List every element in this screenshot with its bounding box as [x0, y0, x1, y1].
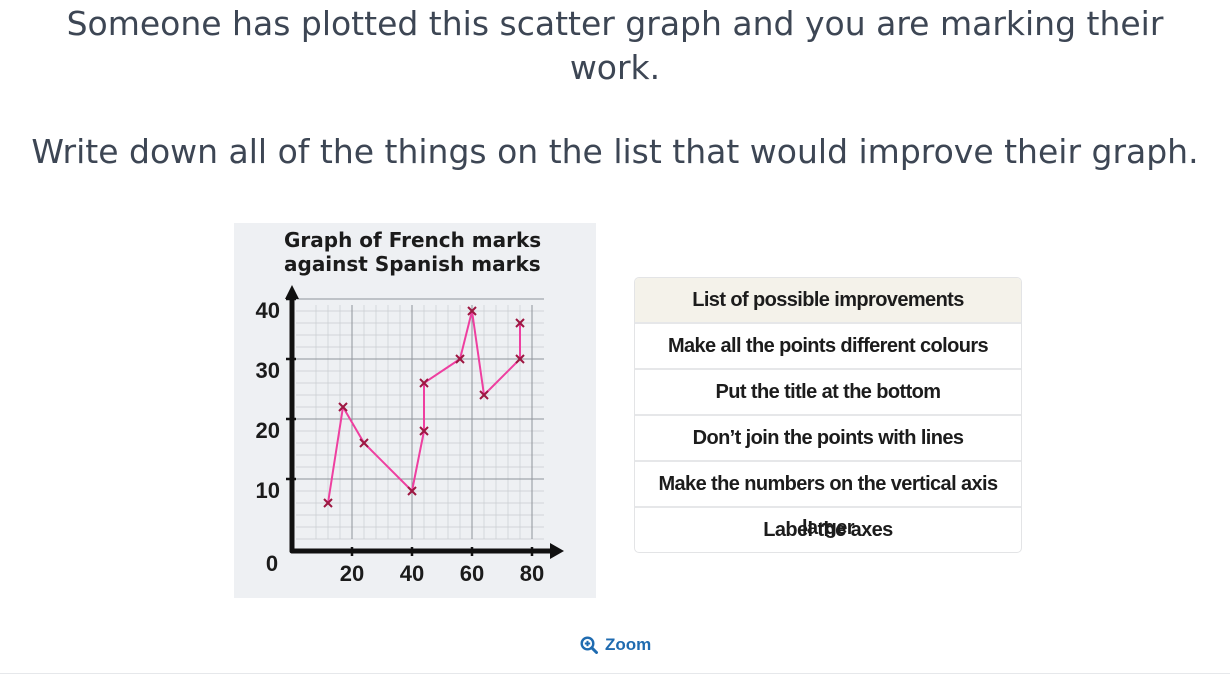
data-point-marker [515, 318, 525, 328]
bottom-divider [0, 673, 1230, 674]
data-point-marker [479, 390, 489, 400]
grid-minor [296, 305, 544, 540]
series-line-segment [327, 406, 344, 504]
series-line-segment [423, 358, 461, 384]
y-tick-label: 40 [255, 298, 280, 323]
series-line-segment [471, 310, 485, 396]
x-tick-label: 80 [519, 561, 545, 586]
zoom-label: Zoom [605, 635, 652, 654]
y-tick-label: 10 [255, 478, 280, 503]
data-point-marker [338, 402, 348, 412]
zoom-button[interactable]: Zoom [580, 633, 651, 657]
data-point-marker [467, 306, 477, 316]
graph-title-line-2: against Spanish marks [284, 252, 541, 276]
question-task: Write down all of the things on the list… [31, 132, 1199, 171]
data-point-marker [419, 378, 429, 388]
y-tick-label: 30 [255, 358, 280, 383]
series-line-segment [363, 442, 413, 492]
origin-label: 0 [265, 551, 279, 576]
improvement-item: Put the title at the bottom [635, 368, 1021, 414]
improvements-list-table: List of possible improvements Make all t… [634, 277, 1022, 553]
series-line-segment [459, 310, 473, 360]
improvement-item: Make the numbers on the vertical axis la… [635, 460, 1021, 539]
x-tick-label: 60 [459, 561, 485, 586]
zoom-in-icon [580, 636, 598, 654]
question-instruction: Someone has plotted this scatter graph a… [0, 2, 1230, 90]
improvement-item: Make all the points different colours [635, 322, 1021, 368]
data-point-marker [455, 354, 465, 364]
axes [285, 285, 564, 559]
improvement-item: Don’t join the points with lines [635, 414, 1021, 460]
data-point-marker [323, 498, 333, 508]
y-tick-label: 20 [255, 418, 280, 443]
graph-title: Graph of French marks against Spanish ma… [284, 228, 584, 276]
grid-major [296, 298, 544, 539]
graph-title-line-1: Graph of French marks [284, 228, 542, 252]
series-lines [327, 310, 521, 504]
improvements-list-header: List of possible improvements [635, 278, 1021, 322]
y-axis-arrowhead [285, 285, 299, 299]
scatter-graph-image[interactable]: Graph of French marks against Spanish ma… [234, 223, 596, 598]
data-point-marker [407, 486, 417, 496]
x-tick-label: 20 [339, 561, 365, 586]
data-point-marker [359, 438, 369, 448]
series-markers [323, 306, 525, 508]
improvement-item: Label the axes [635, 506, 1021, 552]
series-line-segment [411, 430, 425, 492]
scatter-graph-svg [285, 285, 564, 559]
data-point-marker [515, 354, 525, 364]
series-line-segment [342, 406, 365, 444]
data-point-marker [419, 426, 429, 436]
x-axis-arrowhead [550, 543, 564, 559]
x-tick-label: 40 [399, 561, 425, 586]
series-line-segment [483, 358, 521, 396]
question-line-1: Someone has plotted this scatter graph a… [66, 4, 1164, 87]
